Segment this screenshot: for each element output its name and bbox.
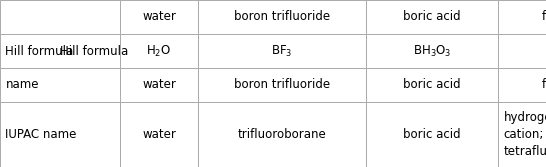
Text: water: water — [142, 11, 176, 24]
Bar — [198, 102, 366, 167]
Bar — [498, 34, 546, 68]
Text: water: water — [142, 78, 176, 92]
Bar — [0, 34, 120, 68]
Bar — [498, 102, 546, 167]
Text: BH$_3$O$_3$: BH$_3$O$_3$ — [413, 43, 451, 59]
Bar — [0, 68, 120, 102]
Bar — [198, 0, 366, 34]
Text: water: water — [142, 128, 176, 141]
Text: Hill formula: Hill formula — [60, 44, 128, 57]
Bar — [498, 68, 546, 102]
Text: BF$_3$: BF$_3$ — [271, 43, 293, 59]
Text: boric acid: boric acid — [403, 11, 461, 24]
Text: fluoboric acid: fluoboric acid — [542, 11, 546, 24]
Bar — [0, 0, 120, 34]
Text: fluoboric acid: fluoboric acid — [542, 78, 546, 92]
Bar — [120, 0, 198, 34]
Bar — [198, 34, 366, 68]
Bar — [120, 102, 198, 167]
Bar — [198, 68, 366, 102]
Text: name: name — [5, 78, 39, 92]
Bar — [498, 0, 546, 34]
Text: boric acid: boric acid — [403, 78, 461, 92]
Bar — [0, 102, 120, 167]
Text: trifluoroborane: trifluoroborane — [238, 128, 327, 141]
Bar — [120, 68, 198, 102]
Text: boron trifluoride: boron trifluoride — [234, 11, 330, 24]
Text: Hill formula: Hill formula — [5, 44, 74, 57]
Bar — [366, 0, 498, 34]
Text: hydrogen(+1)
cation;
tetrafluoroboron: hydrogen(+1) cation; tetrafluoroboron — [503, 111, 546, 158]
Bar — [120, 34, 198, 68]
Text: IUPAC name: IUPAC name — [5, 128, 77, 141]
Text: boron trifluoride: boron trifluoride — [234, 78, 330, 92]
Text: boric acid: boric acid — [403, 128, 461, 141]
Bar — [366, 34, 498, 68]
Bar — [366, 68, 498, 102]
Text: H$_2$O: H$_2$O — [146, 43, 171, 59]
Bar — [366, 102, 498, 167]
